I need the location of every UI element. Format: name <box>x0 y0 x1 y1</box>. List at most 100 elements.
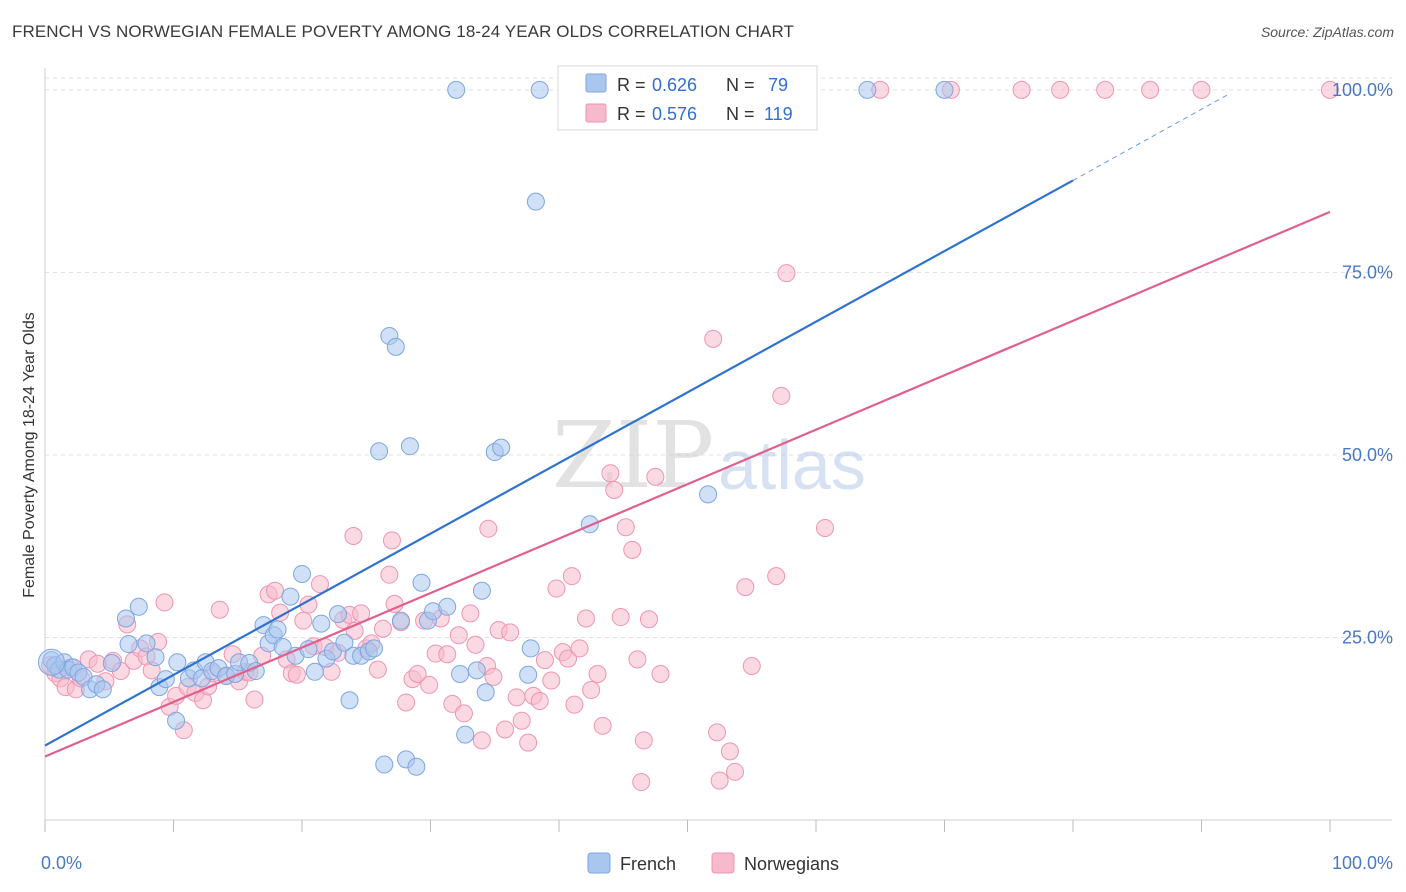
norwegian-point <box>646 467 665 486</box>
french-point <box>407 757 426 776</box>
french-point <box>521 639 540 658</box>
norwegian-point <box>623 540 642 559</box>
norwegian-point <box>616 518 635 537</box>
french-point <box>580 515 599 534</box>
y-axis-label: Female Poverty Among 18-24 Year Olds <box>21 312 38 598</box>
french-point <box>476 683 495 702</box>
french-point <box>340 691 359 710</box>
norwegian-point <box>496 720 515 739</box>
y-tick-labels: 25.0% 50.0% 75.0% 100.0% <box>1332 80 1393 648</box>
norwegian-point <box>547 579 566 598</box>
norwegian-point <box>639 610 658 629</box>
norwegian-point <box>593 716 612 735</box>
norwegian-point <box>266 581 285 600</box>
french-point <box>447 80 466 99</box>
french-point <box>102 654 121 673</box>
y-tick-label: 75.0% <box>1342 262 1393 282</box>
french-trend-line <box>44 179 1074 747</box>
norwegian-point <box>310 575 329 594</box>
norwegian-point <box>449 626 468 645</box>
x-tick-label: 0.0% <box>41 853 82 873</box>
norwegian-point <box>344 526 363 545</box>
french-point <box>119 635 138 654</box>
norwegian-point <box>535 651 554 670</box>
french-point <box>312 614 331 633</box>
norwegian-point <box>287 665 306 684</box>
chart-title: FRENCH VS NORWEGIAN FEMALE POVERTY AMONG… <box>12 22 795 41</box>
norwegian-point <box>461 604 480 623</box>
french-point <box>293 564 311 583</box>
french-point <box>935 80 954 99</box>
norwegian-point <box>651 664 670 683</box>
french-n-label: N = <box>726 75 755 95</box>
norwegian-n-label: N = <box>726 104 755 124</box>
norwegian-point <box>708 723 727 742</box>
norwegian-point <box>438 645 457 664</box>
french-point <box>146 648 165 667</box>
french-point <box>168 653 187 672</box>
norwegian-point <box>479 519 498 538</box>
french-point <box>93 680 112 699</box>
norwegian-point <box>576 609 595 628</box>
norwegian-legend-swatch <box>585 103 607 123</box>
x-tick-label: 100.0% <box>1332 853 1393 873</box>
norwegian-point <box>512 711 531 730</box>
norwegian-point <box>815 518 834 537</box>
french-point <box>137 634 156 653</box>
french-point <box>519 665 538 684</box>
norwegian-point <box>501 623 520 642</box>
y-tick-label: 25.0% <box>1342 627 1393 647</box>
french-point <box>467 661 486 680</box>
norwegian-point <box>582 681 601 700</box>
norwegian-point <box>601 464 620 483</box>
norwegian-point <box>530 691 549 710</box>
norwegian-point <box>380 565 399 584</box>
french-point <box>530 80 549 99</box>
norwegian-point <box>628 650 647 669</box>
correlation-legend: R = 0.626 N = 79 R = 0.576 N = 119 <box>557 65 818 131</box>
norwegian-point <box>466 635 485 654</box>
norwegian-point <box>562 567 581 586</box>
norwegian-point <box>1321 80 1339 99</box>
norwegian-point <box>720 742 739 761</box>
french-point <box>335 633 354 652</box>
french-point <box>281 587 300 606</box>
french-point <box>328 605 347 624</box>
norwegian-point <box>155 593 174 612</box>
french-point <box>456 725 475 744</box>
y-tick-label: 100.0% <box>1332 80 1393 100</box>
norwegian-point <box>742 656 761 675</box>
norwegian-point <box>588 664 607 683</box>
norwegian-point <box>382 531 401 550</box>
norwegian-trend-line <box>44 210 1331 758</box>
norwegian-point <box>1012 80 1031 99</box>
norwegian-point <box>472 731 491 750</box>
norwegian-point <box>1096 80 1115 99</box>
french-point <box>370 442 389 461</box>
norwegian-r-label: R = <box>617 104 646 124</box>
trend-lines <box>44 94 1331 758</box>
norwegian-point <box>294 611 313 630</box>
french-point <box>699 485 718 504</box>
norwegian-point <box>570 639 589 658</box>
norwegian-point <box>710 771 729 790</box>
norwegian-point <box>611 608 630 627</box>
french-r-label: R = <box>617 75 646 95</box>
norwegian-r-value: 0.576 <box>652 104 697 124</box>
french-point <box>526 192 545 211</box>
french-point <box>364 639 383 658</box>
french-point <box>438 597 457 616</box>
norwegian-series-label: Norwegians <box>744 854 839 874</box>
norwegian-point <box>634 731 653 750</box>
norwegian-point <box>519 733 538 752</box>
norwegian-point <box>772 386 791 405</box>
norwegian-point <box>210 600 229 619</box>
norwegian-point <box>408 664 427 683</box>
norwegian-point <box>484 667 503 686</box>
norwegian-n-value: 119 <box>764 104 793 124</box>
watermark-atlas: atlas <box>718 426 866 504</box>
norwegian-point <box>605 480 624 499</box>
norwegian-point <box>565 695 584 714</box>
watermark-zip: ZIP <box>552 402 714 509</box>
